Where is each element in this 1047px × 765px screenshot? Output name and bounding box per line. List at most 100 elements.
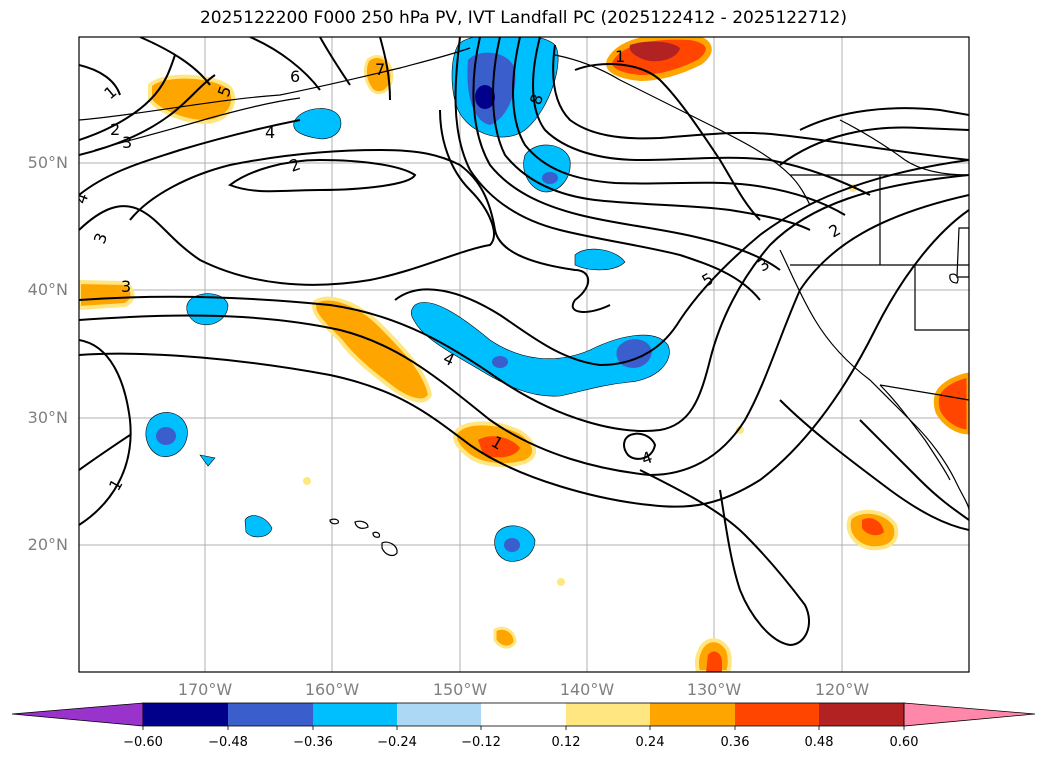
colorbar-tick-label: 0.48: [804, 735, 834, 750]
colorbar-frame: [142, 702, 905, 727]
pos-patch-57n-158w: [363, 55, 394, 95]
contour-label: 2: [110, 120, 120, 139]
island-hawaii-2: [354, 520, 369, 529]
contour-east-low-2: [779, 399, 969, 531]
neg-patch-50n-145w-core: [542, 172, 558, 184]
positive-pv-patches: [79, 37, 969, 672]
lon-label-130w: 130°W: [686, 680, 742, 699]
colorbar-tick-label: 0.60: [889, 735, 919, 750]
colorbar-extend-high: [903, 702, 1036, 727]
map-title: 2025122200 F000 250 hPa PV, IVT Landfall…: [199, 8, 847, 28]
contour-loop-small: [623, 432, 657, 460]
contour-10: [79, 74, 216, 156]
contour-2: [79, 209, 969, 508]
colorbar: [11, 702, 1036, 730]
contour-12: [79, 64, 121, 96]
contour-jet-1: [454, 37, 761, 301]
colorbar-cell: [566, 703, 650, 726]
lon-label-150w: 150°W: [432, 680, 488, 699]
contour-tail: [639, 469, 810, 647]
pos-patch-ne-alaska-core: [629, 41, 680, 62]
island-hawaii-4: [372, 531, 381, 538]
contour-11: [79, 54, 176, 141]
colorbar-extend-low: [11, 702, 144, 727]
colorbar-tick-label: 0.36: [720, 735, 750, 750]
pos-patch-band-158w: [312, 296, 433, 403]
contour-alaska-loop: [574, 63, 761, 221]
neg-patch-28n-170w-core: [156, 427, 176, 445]
colorbar-tick-label: −0.24: [377, 735, 417, 750]
contour-16: [379, 37, 391, 101]
pos-patch-12n-131w-core: [706, 651, 722, 672]
neg-patch-55n-160w: [293, 108, 342, 140]
contour-6: [79, 109, 495, 286]
neg-patch-38n-168w: [186, 293, 229, 326]
neg-patch-band-inner: [616, 339, 652, 368]
contour-jet-2: [472, 37, 781, 271]
neg-patch-band-35n: [410, 302, 670, 397]
lon-label-120w: 120°W: [814, 680, 870, 699]
contour-jet-5: [532, 37, 871, 196]
colorbar-cell: [735, 703, 819, 726]
map-content: 1 2 3 4 5 6 7 8 2 3 4 4 1 3 5 3 2 4 1 1: [79, 37, 969, 672]
contour-label: 4: [265, 123, 275, 142]
coastlines: [79, 47, 969, 557]
neg-patch-20n-146w-core: [504, 538, 520, 552]
alaska-coast: [79, 47, 811, 206]
neg-patch-band-inner-2: [492, 356, 508, 368]
colorbar-tick-label: −0.60: [123, 735, 163, 750]
colorbar-cell: [228, 703, 313, 726]
pos-patch-13n-146w: [493, 626, 517, 649]
colorbar-cell: [650, 703, 735, 726]
colorbar-cell: [313, 703, 397, 726]
lat-label-20n: 20°N: [27, 535, 68, 554]
contour-15: [319, 37, 351, 86]
contour-eastern-1: [799, 107, 969, 131]
pos-patch-28n-148w-core: [478, 436, 520, 458]
colorbar-tick-label: −0.48: [208, 735, 248, 750]
mexico-border: [879, 384, 969, 401]
state-line-3: [914, 265, 969, 331]
island-small-1: [949, 273, 959, 284]
neg-patch-21n-166w: [244, 515, 273, 538]
pos-patch-31n-113w: [933, 372, 969, 435]
island-small-2: [956, 227, 969, 278]
colorbar-tick-label: 0.12: [551, 735, 581, 750]
lon-label-140w: 140°W: [559, 680, 615, 699]
map-frame: [78, 36, 970, 673]
contour-label: 6: [290, 67, 300, 86]
pos-patch-40n-180: [79, 279, 135, 311]
contour-4: [79, 174, 969, 432]
colorbar-cell: [397, 703, 481, 726]
pos-patch-dot-1: [303, 477, 311, 485]
contour-14: [249, 37, 321, 91]
contour-9: [79, 119, 301, 196]
colorbar-tick-label: 0.24: [635, 735, 665, 750]
pos-patch-dot-3: [736, 426, 744, 434]
pv-contours: [79, 37, 969, 647]
colorbar-tick-label: −0.36: [293, 735, 333, 750]
colorbar-ticks: [142, 726, 905, 730]
lon-label-170w: 170°W: [177, 680, 233, 699]
contour-label: 1: [615, 47, 625, 66]
lon-label-160w: 160°W: [304, 680, 360, 699]
aleutian-arc: [94, 97, 301, 151]
us-border-inner: [839, 119, 969, 176]
baja-coast: [879, 384, 951, 481]
neg-patch-42n-140w: [574, 248, 626, 271]
colorbar-cell: [819, 703, 904, 726]
neg-patch-27n-170w-small: [199, 454, 216, 467]
contour-east-low: [859, 419, 969, 521]
neg-patch-gulf-alaska-core: [475, 85, 495, 109]
contour-7: [129, 148, 611, 313]
contour-3: [79, 194, 969, 477]
contour-label: 3: [121, 277, 131, 296]
island-hawaii-1: [329, 518, 340, 525]
colorbar-cell: [481, 703, 566, 726]
us-west-coast: [779, 249, 969, 511]
contour-jet-6: [552, 44, 969, 161]
pos-patch-21n-118w-core: [862, 518, 884, 536]
lat-label-30n: 30°N: [27, 408, 68, 427]
colorbar-tick-label: −0.12: [461, 735, 501, 750]
